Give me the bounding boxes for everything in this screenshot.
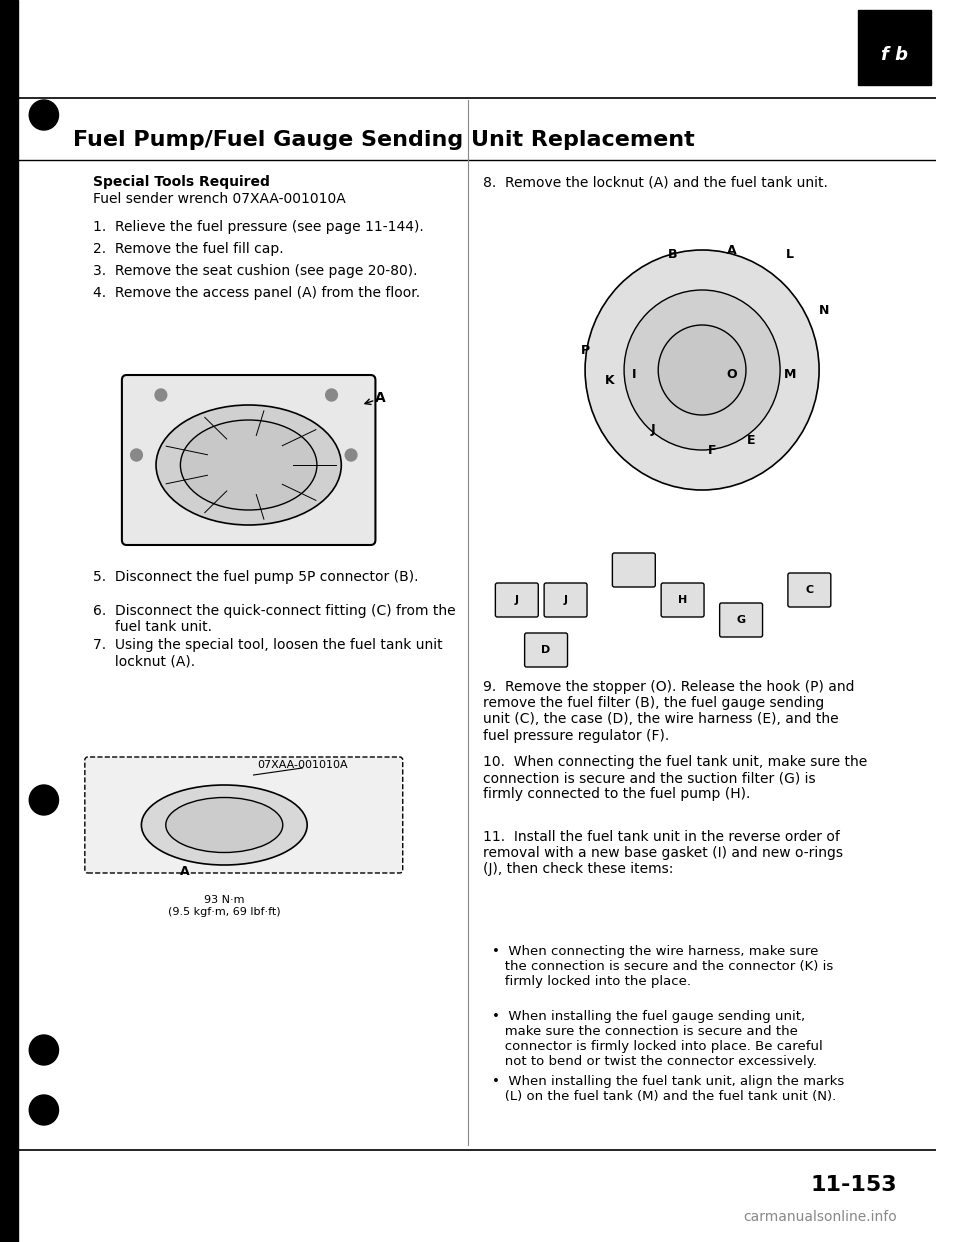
Ellipse shape: [141, 785, 307, 864]
Text: G: G: [736, 615, 746, 625]
Text: O: O: [726, 369, 736, 381]
Ellipse shape: [156, 405, 342, 525]
Circle shape: [585, 250, 819, 491]
Text: B: B: [668, 248, 678, 262]
Bar: [858, 10, 931, 84]
Text: 11.  Install the fuel tank unit in the reverse order of
removal with a new base : 11. Install the fuel tank unit in the re…: [483, 830, 843, 877]
Text: F: F: [708, 443, 716, 457]
Text: 7.  Using the special tool, loosen the fuel tank unit
     locknut (A).: 7. Using the special tool, loosen the fu…: [92, 638, 443, 668]
FancyBboxPatch shape: [661, 582, 704, 617]
Text: 2.  Remove the fuel fill cap.: 2. Remove the fuel fill cap.: [92, 242, 283, 256]
FancyBboxPatch shape: [788, 573, 830, 607]
Circle shape: [29, 785, 59, 815]
Text: f b: f b: [880, 46, 908, 65]
Text: L: L: [786, 248, 794, 262]
Text: •  When installing the fuel gauge sending unit,
   make sure the connection is s: • When installing the fuel gauge sending…: [492, 1010, 823, 1068]
FancyBboxPatch shape: [612, 553, 656, 587]
Text: E: E: [747, 433, 756, 447]
Text: N: N: [819, 303, 829, 317]
Bar: [0, 0, 17, 1242]
Text: 5.  Disconnect the fuel pump 5P connector (B).: 5. Disconnect the fuel pump 5P connector…: [92, 570, 419, 584]
Text: 07XAA-001010A: 07XAA-001010A: [257, 760, 348, 770]
Text: D: D: [541, 645, 551, 655]
FancyBboxPatch shape: [495, 582, 539, 617]
Circle shape: [624, 289, 780, 450]
Text: J: J: [564, 595, 567, 605]
Ellipse shape: [166, 797, 283, 852]
Text: 9.  Remove the stopper (O). Release the hook (P) and
remove the fuel filter (B),: 9. Remove the stopper (O). Release the h…: [483, 681, 854, 743]
Text: 6.  Disconnect the quick-connect fitting (C) from the
     fuel tank unit.: 6. Disconnect the quick-connect fitting …: [92, 604, 455, 635]
Circle shape: [29, 101, 59, 130]
FancyBboxPatch shape: [122, 375, 375, 545]
Text: A: A: [727, 243, 736, 257]
Text: M: M: [783, 369, 796, 381]
Text: C: C: [805, 585, 813, 595]
Text: 1.  Relieve the fuel pressure (see page 11-144).: 1. Relieve the fuel pressure (see page 1…: [92, 220, 423, 233]
Text: 8.  Remove the locknut (A) and the fuel tank unit.: 8. Remove the locknut (A) and the fuel t…: [483, 175, 828, 189]
Text: 11-153: 11-153: [810, 1175, 897, 1195]
Text: 3.  Remove the seat cushion (see page 20-80).: 3. Remove the seat cushion (see page 20-…: [92, 265, 418, 278]
Text: 93 N·m
(9.5 kgf·m, 69 lbf·ft): 93 N·m (9.5 kgf·m, 69 lbf·ft): [168, 895, 280, 917]
Circle shape: [29, 1095, 59, 1125]
Text: P: P: [581, 344, 589, 356]
Text: carmanualsonline.info: carmanualsonline.info: [743, 1210, 897, 1225]
Text: •  When installing the fuel tank unit, align the marks
   (L) on the fuel tank (: • When installing the fuel tank unit, al…: [492, 1076, 845, 1103]
Text: 10.  When connecting the fuel tank unit, make sure the
connection is secure and : 10. When connecting the fuel tank unit, …: [483, 755, 867, 801]
FancyBboxPatch shape: [544, 582, 587, 617]
Text: J: J: [651, 424, 656, 436]
Text: A: A: [180, 864, 190, 878]
Text: A: A: [375, 391, 386, 405]
Text: I: I: [632, 369, 636, 381]
Circle shape: [29, 1035, 59, 1064]
Circle shape: [131, 450, 142, 461]
Text: K: K: [605, 374, 614, 386]
FancyBboxPatch shape: [720, 604, 762, 637]
Circle shape: [659, 325, 746, 415]
Text: •  When connecting the wire harness, make sure
   the connection is secure and t: • When connecting the wire harness, make…: [492, 945, 833, 987]
FancyBboxPatch shape: [84, 758, 403, 873]
Text: Fuel Pump/Fuel Gauge Sending Unit Replacement: Fuel Pump/Fuel Gauge Sending Unit Replac…: [73, 130, 695, 150]
Ellipse shape: [180, 420, 317, 510]
FancyBboxPatch shape: [524, 633, 567, 667]
Circle shape: [325, 389, 337, 401]
Circle shape: [346, 450, 357, 461]
Text: H: H: [678, 595, 687, 605]
Text: Special Tools Required: Special Tools Required: [92, 175, 270, 189]
Text: J: J: [515, 595, 518, 605]
Circle shape: [156, 389, 167, 401]
Text: 4.  Remove the access panel (A) from the floor.: 4. Remove the access panel (A) from the …: [92, 286, 420, 301]
Text: Fuel sender wrench 07XAA-001010A: Fuel sender wrench 07XAA-001010A: [92, 193, 346, 206]
